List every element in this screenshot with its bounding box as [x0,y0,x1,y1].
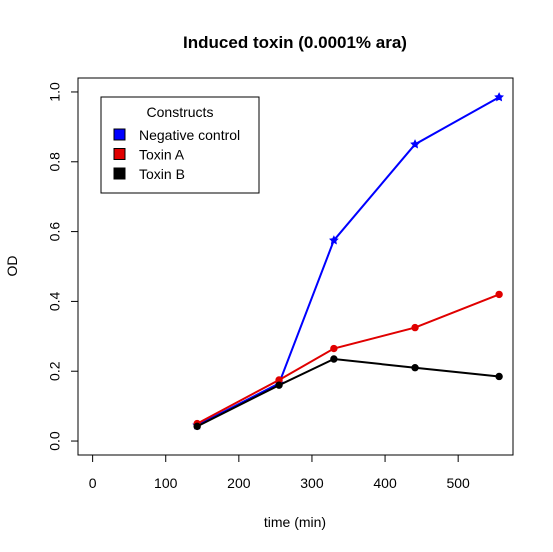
y-tick-label: 0.0 [47,431,63,451]
y-tick-label: 0.2 [47,361,63,381]
legend-swatch-negative-control [114,129,125,140]
data-point-negative-control [411,140,419,147]
legend-label-toxin-b: Toxin B [139,166,185,182]
data-point-toxin-b [496,373,502,379]
data-point-toxin-b [194,423,200,429]
chart-title: Induced toxin (0.0001% ara) [183,33,407,52]
x-axis: 0 100 200 300 400 500 [89,455,470,491]
y-axis: 0.0 0.2 0.4 0.6 0.8 1.0 [47,82,78,451]
y-axis-label: OD [4,256,20,277]
x-axis-label: time (min) [264,514,326,530]
legend-swatch-toxin-b [114,168,125,179]
y-tick-label: 0.8 [47,152,63,172]
x-tick-label: 400 [373,475,397,491]
x-tick-label: 0 [89,475,97,491]
legend-swatch-toxin-a [114,149,125,160]
y-tick-label: 1.0 [47,82,63,102]
data-point-negative-control [495,93,503,100]
data-point-toxin-b [331,356,337,362]
legend-label-negative-control: Negative control [139,127,240,143]
data-point-toxin-b [276,382,282,388]
y-tick-label: 0.4 [47,291,63,311]
data-point-toxin-a [331,345,337,351]
x-tick-label: 500 [446,475,470,491]
y-tick-label: 0.6 [47,222,63,242]
data-point-toxin-b [412,365,418,371]
legend-title: Constructs [147,104,214,120]
data-point-toxin-a [496,291,502,297]
legend-label-toxin-a: Toxin A [139,147,185,163]
series-line-toxin-b [197,359,499,426]
legend: Constructs Negative control Toxin A Toxin … [101,97,259,193]
x-tick-label: 300 [300,475,324,491]
x-tick-label: 100 [154,475,178,491]
data-point-toxin-a [412,324,418,330]
x-tick-label: 200 [227,475,251,491]
